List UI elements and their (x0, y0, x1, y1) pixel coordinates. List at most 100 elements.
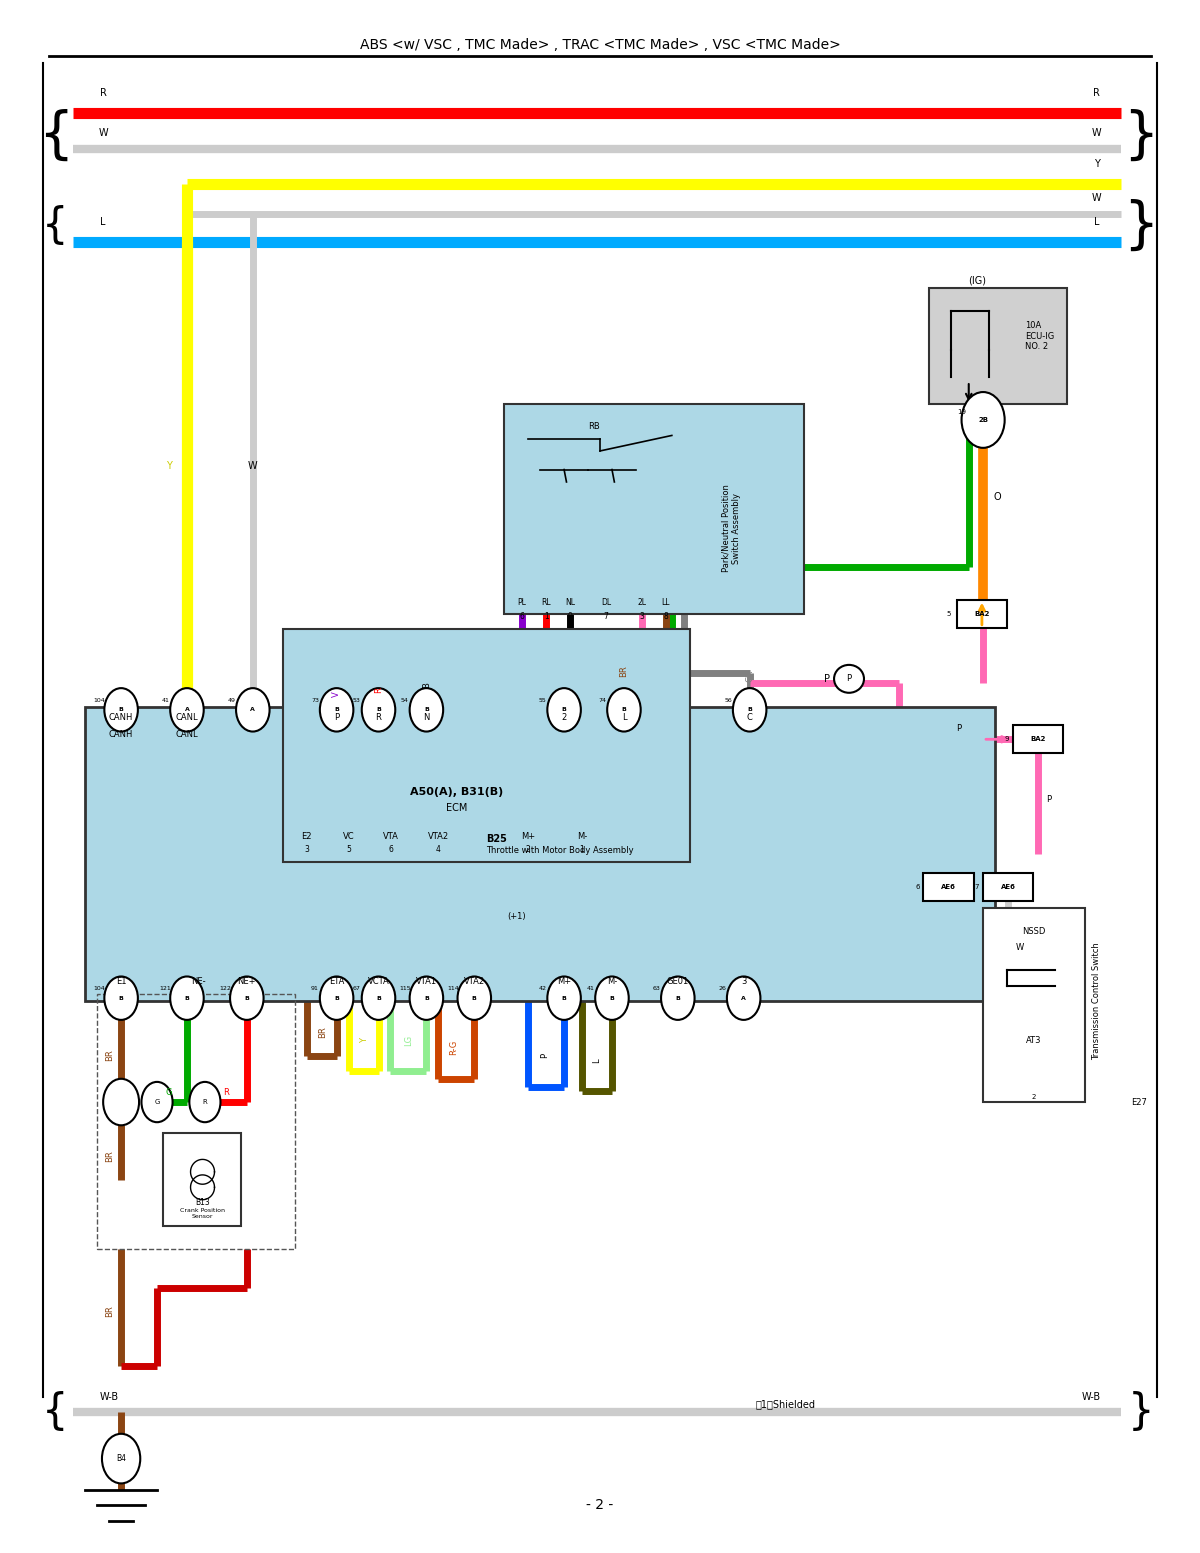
Circle shape (409, 688, 443, 731)
Text: Y: Y (360, 1037, 368, 1042)
Text: 9: 9 (568, 612, 572, 621)
Text: B: B (622, 707, 626, 713)
Text: B: B (472, 995, 476, 1000)
Text: 8: 8 (664, 612, 668, 621)
Text: VTA: VTA (383, 832, 398, 842)
Text: L: L (101, 216, 106, 227)
Text: 2: 2 (562, 713, 566, 722)
Text: B25: B25 (486, 834, 508, 843)
FancyBboxPatch shape (504, 404, 804, 613)
Text: B: B (748, 707, 752, 713)
Text: R-G: R-G (450, 1041, 458, 1056)
Text: 41: 41 (587, 986, 594, 991)
Text: W: W (1016, 943, 1025, 952)
Text: A: A (742, 995, 746, 1000)
Circle shape (595, 977, 629, 1020)
Text: CANL: CANL (175, 713, 198, 722)
Text: W: W (1092, 193, 1102, 203)
Text: ECM: ECM (445, 803, 467, 812)
Text: R: R (374, 686, 383, 693)
Text: }: } (1123, 109, 1159, 163)
Text: 104: 104 (94, 986, 106, 991)
Text: 122: 122 (220, 986, 232, 991)
FancyBboxPatch shape (929, 289, 1067, 404)
Text: 115: 115 (400, 986, 410, 991)
Text: BA2: BA2 (974, 610, 990, 617)
Text: Y: Y (1094, 158, 1099, 169)
Text: ETA: ETA (329, 977, 344, 986)
Circle shape (142, 1082, 173, 1123)
Text: VCTA: VCTA (367, 977, 389, 986)
Text: R: R (223, 1089, 229, 1098)
Text: CANH: CANH (109, 730, 133, 739)
Text: 73: 73 (311, 697, 319, 704)
Text: 26: 26 (718, 986, 726, 991)
Text: LL: LL (661, 598, 670, 607)
Text: R: R (203, 1100, 208, 1106)
Text: BR: BR (104, 1151, 114, 1162)
Circle shape (361, 688, 395, 731)
Text: B: B (676, 995, 680, 1000)
Text: M+: M+ (521, 832, 535, 842)
Text: V: V (332, 691, 341, 697)
Text: B: B (334, 707, 340, 713)
Text: R: R (1093, 89, 1100, 98)
Circle shape (102, 1433, 140, 1483)
Text: B: B (119, 707, 124, 713)
Text: B: B (424, 707, 428, 713)
FancyBboxPatch shape (983, 873, 1033, 901)
Circle shape (733, 688, 767, 731)
FancyBboxPatch shape (85, 707, 995, 1002)
FancyBboxPatch shape (983, 909, 1085, 1103)
Text: M-: M- (607, 977, 617, 986)
Text: AE6: AE6 (941, 884, 956, 890)
Text: {: { (37, 109, 73, 163)
Text: 114: 114 (446, 986, 458, 991)
Text: GE01: GE01 (667, 977, 689, 986)
Circle shape (961, 391, 1004, 447)
Text: 1: 1 (580, 845, 584, 854)
FancyBboxPatch shape (956, 599, 1007, 627)
Text: NE-: NE- (192, 977, 206, 986)
Text: 2: 2 (1031, 1095, 1036, 1101)
Text: P: P (956, 724, 961, 733)
Text: }: } (1123, 199, 1159, 253)
Text: ＊1：Shielded: ＊1：Shielded (756, 1399, 816, 1409)
Circle shape (236, 688, 270, 731)
Text: W-B: W-B (1081, 1391, 1100, 1402)
Circle shape (103, 1079, 139, 1126)
Circle shape (661, 977, 695, 1020)
Text: B: B (376, 707, 380, 713)
Text: VTA2: VTA2 (428, 832, 449, 842)
Text: R: R (376, 713, 382, 722)
Text: B13: B13 (196, 1199, 210, 1207)
Circle shape (320, 688, 353, 731)
Text: M+: M+ (557, 977, 571, 986)
Text: 7: 7 (974, 884, 979, 890)
Text: LG: LG (404, 1034, 413, 1045)
Text: L: L (1094, 216, 1099, 227)
Text: B: B (610, 995, 614, 1000)
Text: AE6: AE6 (1001, 884, 1015, 890)
Text: A50(A), B31(B): A50(A), B31(B) (409, 787, 503, 797)
Text: B: B (424, 995, 428, 1000)
Text: B: B (562, 995, 566, 1000)
Circle shape (547, 688, 581, 731)
Text: BR: BR (104, 1050, 114, 1061)
Text: NSSD: NSSD (1021, 927, 1045, 936)
Text: VTA2: VTA2 (463, 977, 485, 986)
Text: P: P (540, 1053, 550, 1058)
Text: CANL: CANL (175, 730, 198, 739)
Text: ABS <w/ VSC , TMC Made> , TRAC <TMC Made> , VSC <TMC Made>: ABS <w/ VSC , TMC Made> , TRAC <TMC Made… (360, 37, 840, 51)
Text: B4: B4 (116, 1454, 126, 1463)
Text: W: W (98, 129, 108, 138)
Text: 104: 104 (94, 697, 106, 704)
Text: 55: 55 (539, 697, 546, 704)
Text: A: A (251, 707, 256, 713)
Circle shape (170, 688, 204, 731)
Text: W-B: W-B (100, 1391, 119, 1402)
Text: B: B (119, 995, 124, 1000)
Text: 53: 53 (353, 697, 361, 704)
Text: 56: 56 (725, 697, 732, 704)
Text: RL: RL (541, 598, 551, 607)
